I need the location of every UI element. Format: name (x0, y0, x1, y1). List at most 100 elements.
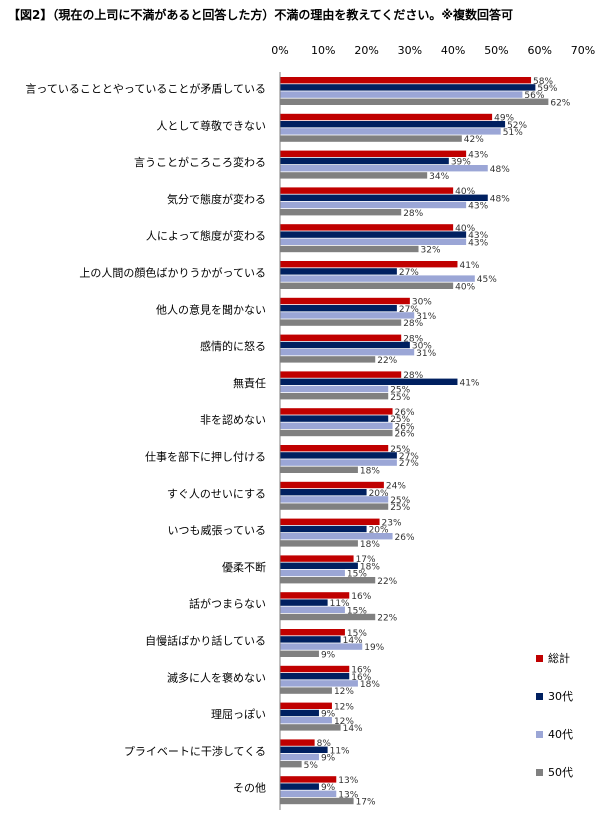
category-label: 非を認めない (200, 413, 266, 427)
x-tick-label: 60% (527, 44, 551, 57)
legend-label: 40代 (548, 728, 573, 741)
bar (280, 231, 467, 238)
bar (280, 613, 376, 621)
data-label: 48% (490, 165, 510, 175)
bar (280, 687, 332, 694)
data-label: 28% (403, 334, 423, 344)
data-label: 31% (416, 312, 436, 322)
bar (280, 702, 332, 709)
bar (280, 378, 458, 385)
bar (280, 606, 345, 613)
bar (280, 422, 393, 429)
category-label: 自慢話ばかり話している (145, 634, 266, 648)
category-label: 言っていることとやっていることが矛盾している (25, 82, 266, 96)
data-label: 12% (334, 687, 354, 697)
data-label: 15% (347, 606, 367, 616)
bar (280, 201, 467, 209)
bar (280, 319, 402, 326)
bar (280, 569, 345, 577)
bar (280, 157, 449, 165)
data-label: 25% (390, 496, 410, 506)
data-label: 40% (455, 224, 475, 234)
x-tick-label: 0% (271, 44, 288, 57)
data-label: 49% (494, 114, 514, 124)
bar (280, 91, 523, 98)
data-label: 58% (533, 77, 553, 87)
bar (280, 673, 350, 680)
bar (280, 385, 389, 393)
bar (280, 629, 345, 636)
data-label: 52% (507, 121, 527, 131)
data-label: 16% (351, 666, 371, 676)
data-label: 42% (464, 135, 484, 145)
bar (280, 245, 419, 253)
data-label: 16% (351, 673, 371, 683)
bar (280, 459, 397, 466)
legend-label: 総計 (548, 651, 570, 665)
data-label: 17% (356, 555, 376, 565)
data-label: 40% (455, 282, 475, 292)
x-tick-label: 40% (441, 44, 465, 57)
data-label: 11% (330, 599, 350, 609)
legend-label: 30代 (548, 690, 573, 703)
category-label: 人として尊敬できない (156, 118, 266, 132)
legend-swatch (536, 769, 543, 776)
bar (280, 761, 302, 768)
x-tick-label: 30% (398, 44, 422, 57)
bar (280, 341, 410, 349)
data-label: 26% (395, 430, 415, 440)
category-label: 理屈っぽい (211, 708, 266, 721)
bar (280, 518, 380, 525)
bar (280, 481, 384, 489)
bar (280, 533, 393, 540)
data-label: 43% (468, 231, 488, 241)
category-label: その他 (233, 782, 266, 795)
bar (280, 128, 501, 135)
bar (280, 356, 376, 363)
bar (280, 489, 367, 496)
bar (280, 77, 532, 84)
data-label: 43% (468, 150, 488, 160)
data-label: 28% (403, 209, 423, 219)
x-tick-label: 20% (354, 44, 378, 57)
category-label: 仕事を部下に押し付ける (145, 450, 266, 464)
bar (280, 415, 389, 422)
data-label: 28% (403, 371, 423, 381)
x-tick-label: 50% (484, 44, 508, 57)
data-label: 45% (477, 275, 497, 285)
data-label: 20% (369, 489, 389, 499)
data-label: 59% (537, 84, 557, 94)
data-label: 56% (524, 91, 544, 101)
data-label: 23% (382, 518, 402, 528)
data-label: 40% (455, 187, 475, 197)
bar (280, 297, 410, 305)
bar (280, 783, 319, 790)
data-label: 30% (412, 298, 432, 308)
bar (280, 238, 467, 245)
bar (280, 643, 363, 650)
data-label: 62% (550, 98, 570, 108)
data-label: 9% (321, 710, 336, 720)
category-label: 優柔不断 (222, 560, 266, 574)
bar (280, 797, 354, 805)
data-label: 27% (399, 268, 419, 278)
bar (280, 466, 358, 473)
bar (280, 709, 319, 717)
bar (280, 121, 506, 128)
bar (280, 776, 337, 783)
category-label: プライベートに干渉してくる (124, 744, 266, 758)
data-label: 34% (429, 172, 449, 182)
bar (280, 312, 415, 319)
bar (280, 98, 549, 105)
bar (280, 408, 393, 415)
data-label: 14% (343, 636, 363, 646)
bar (280, 113, 493, 121)
bar (280, 282, 454, 289)
bar (280, 393, 389, 400)
data-label: 13% (338, 790, 358, 800)
category-label: 滅多に人を褒めない (167, 670, 266, 684)
bar (280, 275, 475, 282)
data-label: 18% (360, 540, 380, 550)
bar (280, 445, 389, 452)
